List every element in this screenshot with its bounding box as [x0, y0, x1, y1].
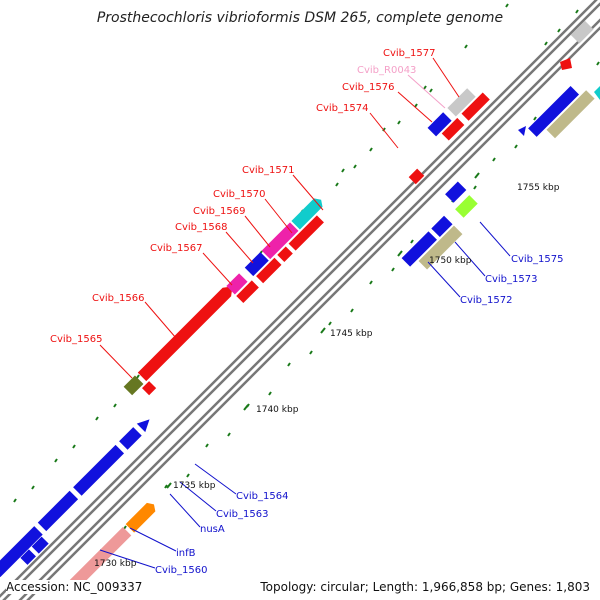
gene-red[interactable] — [236, 280, 259, 304]
tick-label: 1730 kbp — [94, 559, 137, 569]
label-cvib-1564[interactable]: Cvib_1564 — [236, 491, 288, 502]
gene-blue[interactable] — [244, 252, 269, 277]
gene-lime[interactable] — [455, 195, 478, 218]
gene-grey[interactable] — [447, 88, 476, 117]
tick-label: 1745 kbp — [330, 329, 373, 339]
label-cvib-1566[interactable]: Cvib_1566 — [92, 293, 144, 304]
gene-blue[interactable] — [31, 536, 49, 554]
gene-red[interactable] — [441, 117, 465, 141]
gene-grey[interactable] — [570, 20, 594, 44]
gene-block[interactable] — [0, 526, 43, 578]
gene-red[interactable] — [461, 92, 490, 121]
gene-cyan[interactable] — [291, 196, 325, 230]
gene-khaki[interactable] — [546, 90, 595, 139]
map-title: Prosthecochloris vibrioformis DSM 265, c… — [97, 10, 503, 26]
gene-blue[interactable] — [528, 85, 580, 137]
gene-blue[interactable] — [445, 181, 467, 203]
gene-blue[interactable] — [20, 549, 36, 565]
label-cvib-1577[interactable]: Cvib_1577 — [383, 48, 435, 59]
tick-label: 1750 kbp — [429, 256, 472, 266]
label-nusa[interactable]: nusA — [200, 524, 225, 535]
tick-label: 1740 kbp — [256, 405, 299, 415]
gene-cyan[interactable] — [594, 86, 600, 100]
gene-red[interactable] — [560, 58, 572, 70]
label-cvib-1567[interactable]: Cvib_1567 — [150, 243, 202, 254]
gene-blue[interactable] — [401, 231, 437, 267]
accession-text: Accession: NC_009337 — [6, 580, 143, 594]
gene-blue[interactable] — [427, 112, 452, 137]
forward-strand-genes — [0, 20, 594, 578]
label-cvib-1573[interactable]: Cvib_1573 — [485, 274, 537, 285]
tick-label: 1755 kbp — [517, 183, 560, 193]
gene-magenta[interactable] — [226, 273, 248, 295]
leader-lines — [99, 57, 511, 569]
gene-arrow[interactable] — [136, 415, 154, 433]
gene-block[interactable] — [119, 427, 142, 450]
label-cvib-1560[interactable]: Cvib_1560 — [155, 565, 207, 576]
label-cvib-1574[interactable]: Cvib_1574 — [316, 103, 368, 114]
gene-blue[interactable] — [431, 215, 453, 237]
gene-salmon[interactable] — [66, 526, 132, 593]
label-cvib-1563[interactable]: Cvib_1563 — [216, 509, 268, 520]
label-cvib-1576[interactable]: Cvib_1576 — [342, 82, 394, 93]
label-cvib-1569[interactable]: Cvib_1569 — [193, 206, 245, 217]
reverse-strand-genes — [20, 85, 600, 593]
label-cvib-1565[interactable]: Cvib_1565 — [50, 334, 102, 345]
gene-red[interactable] — [408, 168, 425, 185]
gene-orange[interactable] — [125, 500, 159, 533]
gene-red[interactable] — [288, 215, 324, 251]
gene-red[interactable] — [277, 246, 293, 262]
label-cvib-1568[interactable]: Cvib_1568 — [175, 222, 227, 233]
gene-magenta[interactable] — [261, 222, 299, 260]
gene-khaki[interactable] — [418, 225, 463, 270]
gene-block[interactable] — [73, 444, 125, 496]
gene-labels: Cvib_1565 Cvib_1566 Cvib_1567 Cvib_1568 … — [50, 48, 563, 576]
label-cvib-1570[interactable]: Cvib_1570 — [213, 189, 265, 200]
gene-block[interactable] — [37, 490, 79, 532]
label-cvib-1575[interactable]: Cvib_1575 — [511, 254, 563, 265]
label-infb[interactable]: infB — [176, 548, 196, 559]
genome-summary-text: Topology: circular; Length: 1,966,858 bp… — [260, 580, 590, 594]
label-cvib-1571[interactable]: Cvib_1571 — [242, 165, 294, 176]
gene-red[interactable] — [256, 257, 282, 284]
gene-blue[interactable] — [518, 126, 526, 136]
label-cvib-r0043[interactable]: Cvib_R0043 — [357, 65, 416, 76]
tick-label: 1735 kbp — [173, 481, 216, 491]
gene-olive[interactable] — [123, 375, 144, 396]
gene-red[interactable] — [142, 381, 157, 396]
scale-labels: 1730 kbp 1735 kbp 1740 kbp 1745 kbp 1750… — [94, 183, 560, 569]
label-cvib-1572[interactable]: Cvib_1572 — [460, 295, 512, 306]
gene-red-large[interactable] — [137, 282, 237, 382]
